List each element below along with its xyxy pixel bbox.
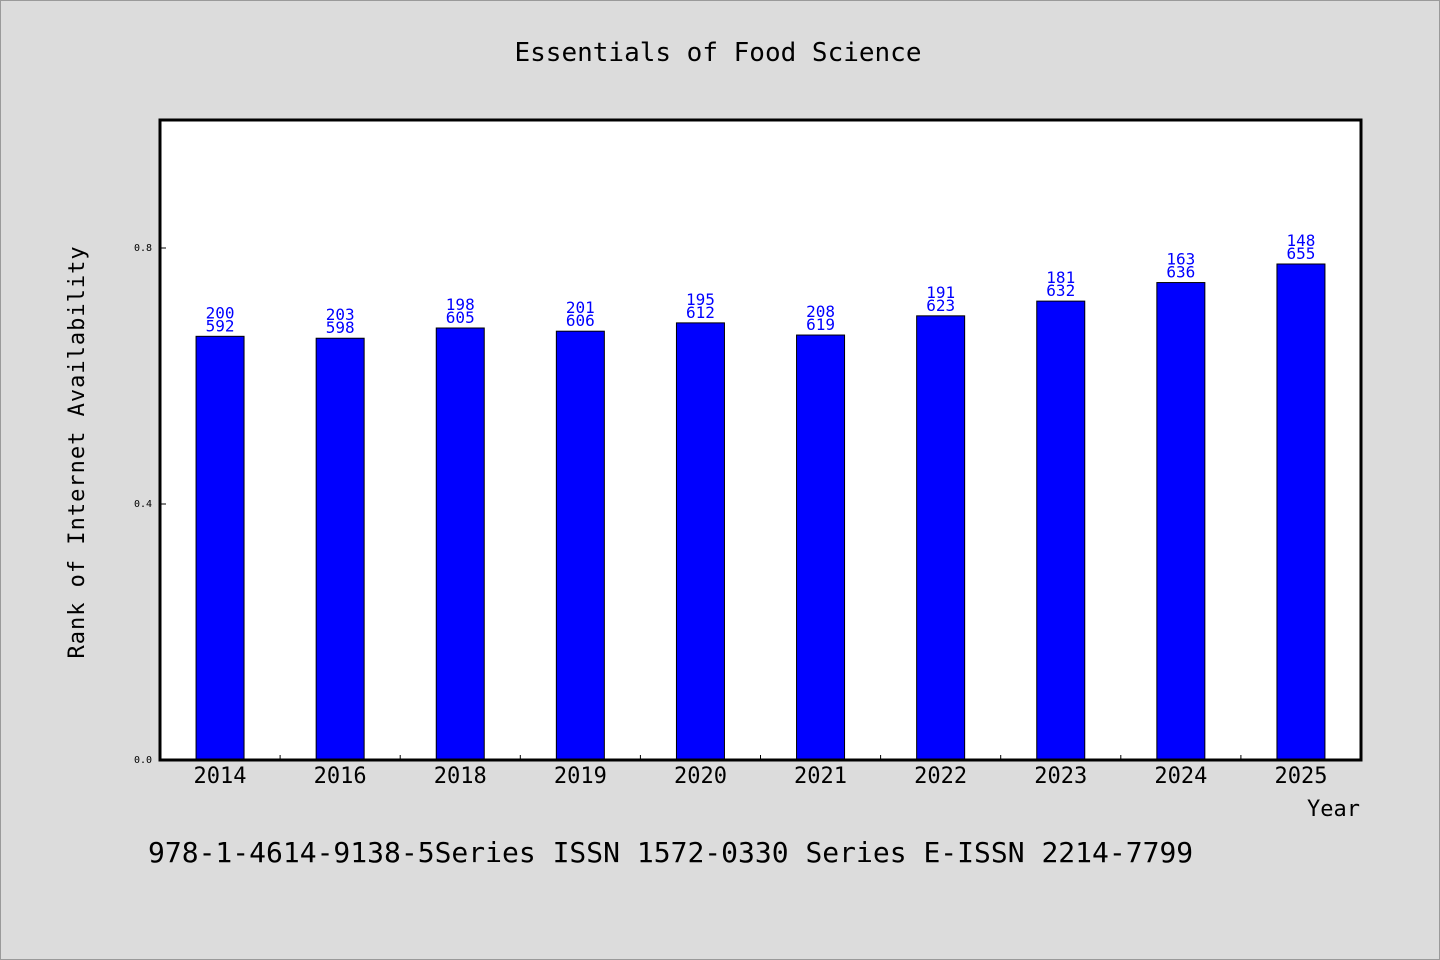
data-label-upper-2018: 198	[446, 295, 475, 314]
data-label-lower-2021: 619	[806, 315, 835, 334]
bar-2025	[1276, 263, 1326, 761]
data-label-upper-2016: 203	[326, 305, 355, 324]
bar-2022	[916, 315, 966, 761]
x-tick-label-2020: 2020	[674, 764, 727, 789]
data-label-lower-2014: 592	[206, 316, 235, 335]
plot-border	[158, 118, 1363, 762]
data-label-lower-2019: 606	[566, 311, 595, 330]
bar-2020	[675, 322, 725, 761]
y-tick-label: 0.0	[134, 755, 152, 766]
chart-title: Essentials of Food Science	[515, 38, 922, 68]
x-tick-label-2014: 2014	[194, 764, 247, 789]
bar-2014	[195, 335, 245, 761]
x-axis-label: Year	[1307, 797, 1360, 822]
x-tick-label-2016: 2016	[314, 764, 367, 789]
x-tick-label-2025: 2025	[1274, 764, 1327, 789]
y-axis-label: Rank of Internet Availability	[65, 245, 90, 658]
y-tick-label: 0.4	[134, 499, 152, 510]
data-label-upper-2014: 200	[206, 303, 235, 322]
data-label-lower-2024: 636	[1166, 263, 1195, 282]
data-label-upper-2023: 181	[1046, 268, 1075, 287]
data-label-upper-2022: 191	[926, 283, 955, 302]
data-label-upper-2024: 163	[1166, 250, 1195, 269]
data-label-upper-2019: 201	[566, 298, 595, 317]
y-tick-label: 0.8	[134, 243, 152, 254]
data-label-lower-2022: 623	[926, 296, 955, 315]
bar-2019	[555, 330, 605, 761]
data-label-upper-2021: 208	[806, 302, 835, 321]
bar-2018	[435, 327, 485, 761]
data-label-lower-2023: 632	[1046, 281, 1075, 300]
x-tick-label-2024: 2024	[1154, 764, 1207, 789]
footer-text: 978-1-4614-9138-5Series ISSN 1572-0330 S…	[148, 836, 1193, 869]
bar-2021	[796, 334, 846, 761]
data-label-lower-2016: 598	[326, 318, 355, 337]
bar-2016	[315, 337, 365, 761]
data-label-upper-2025: 148	[1286, 231, 1315, 250]
data-label-lower-2025: 655	[1286, 244, 1315, 263]
bar-2024	[1156, 282, 1206, 761]
x-tick-label-2023: 2023	[1034, 764, 1087, 789]
data-label-lower-2018: 605	[446, 308, 475, 327]
data-label-upper-2020: 195	[686, 290, 715, 309]
x-tick-label-2019: 2019	[554, 764, 607, 789]
ticks-layer: 2014 2016 2018 2019 2020 2021 2022 2023 2024 2025…	[134, 243, 1328, 789]
x-tick-label-2018: 2018	[434, 764, 487, 789]
x-tick-label-2021: 2021	[794, 764, 847, 789]
x-tick-label-2022: 2022	[914, 764, 967, 789]
data-label-lower-2020: 612	[686, 303, 715, 322]
bar-2023	[1036, 300, 1086, 761]
